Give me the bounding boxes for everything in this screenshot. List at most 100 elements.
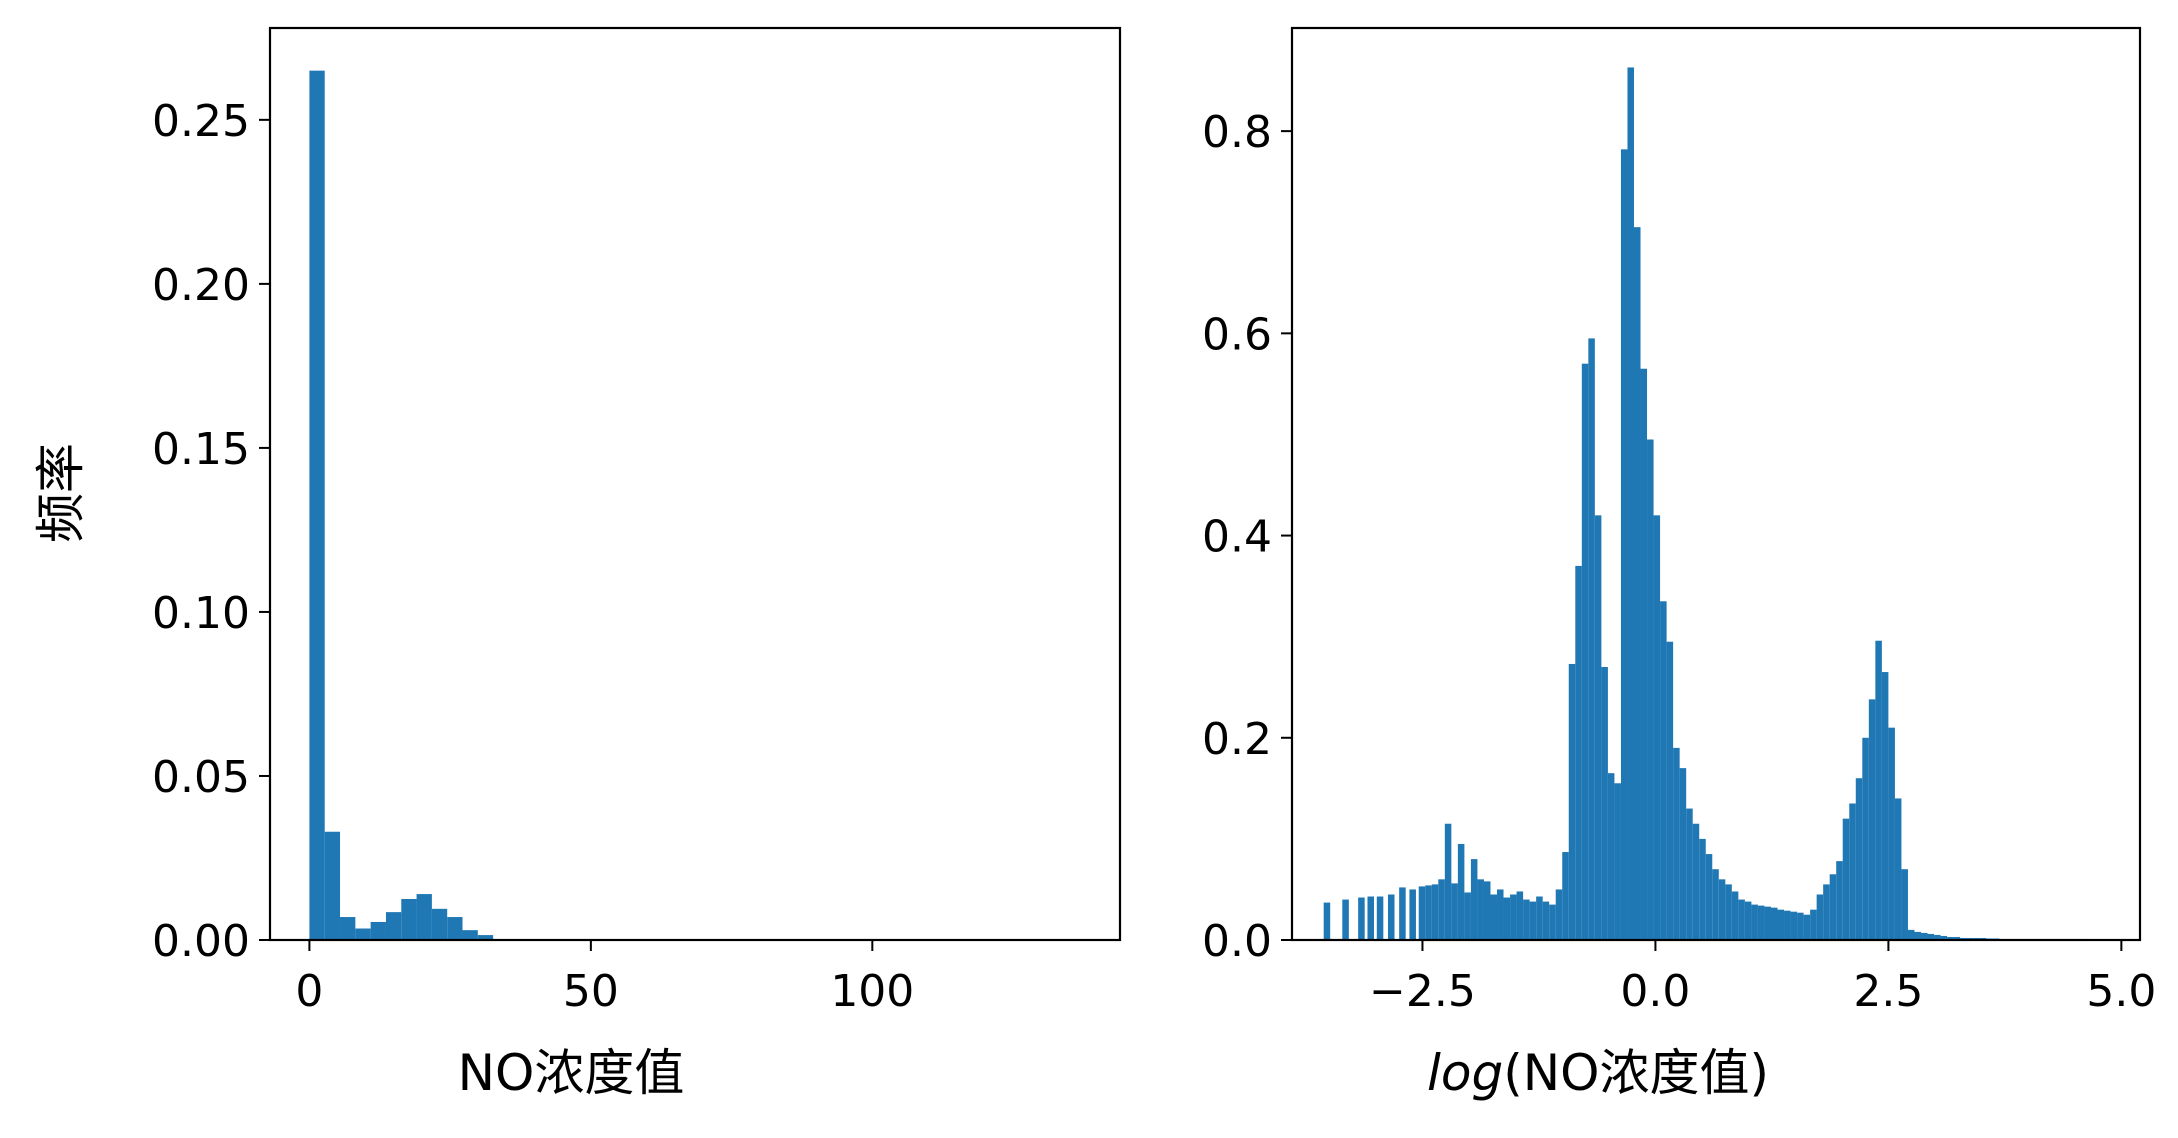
- histogram-bar: [1836, 861, 1843, 940]
- histogram-bar: [1875, 640, 1882, 940]
- y-tick-label: 0.00: [152, 916, 250, 967]
- histogram-bar: [1953, 936, 1961, 940]
- histogram-bar: [1947, 936, 1954, 940]
- y-tick-label: 0.20: [152, 260, 250, 311]
- histogram-bar: [1620, 149, 1628, 940]
- histogram-bar: [1934, 934, 1941, 940]
- histogram-bar: [1607, 773, 1615, 940]
- histogram-bar: [1849, 803, 1856, 940]
- histogram-bar: [1444, 823, 1452, 940]
- histogram-bar: [431, 908, 448, 940]
- histogram-bar: [1816, 894, 1824, 940]
- histogram-bar: [1927, 933, 1935, 940]
- histogram-bar: [1666, 641, 1674, 940]
- y-ticks-group: 0.0 0.2 0.4 0.6 0.8: [1202, 107, 1292, 967]
- x-tick-label: 0.0: [1620, 966, 1690, 1017]
- histogram-bar: [1881, 672, 1889, 940]
- histogram-bar: [1699, 838, 1706, 940]
- histogram-bar: [1358, 897, 1365, 940]
- histogram-bar: [1594, 515, 1602, 940]
- histogram-bar: [1477, 879, 1484, 940]
- histogram-bar: [1431, 884, 1439, 940]
- y-tick-label: 0.4: [1202, 512, 1272, 563]
- y-tick-label: 0.25: [152, 96, 250, 147]
- axes-frame: [1290, 26, 2142, 942]
- histogram-bar: [1790, 911, 1798, 940]
- bars-group: [1323, 67, 2085, 941]
- y-tick-label: 0.05: [152, 752, 250, 803]
- x-tick-label: 2.5: [1853, 966, 1923, 1017]
- x-ticks-group: −2.5 0.0 2.5 5.0: [1369, 940, 2156, 1017]
- histogram-bar: [1503, 897, 1511, 940]
- histogram-bar: [1679, 768, 1687, 940]
- histogram-bar: [1575, 565, 1582, 940]
- histogram-bar: [1921, 932, 1928, 940]
- y-tick-label: 0.15: [152, 424, 250, 475]
- histogram-bar: [1418, 886, 1426, 940]
- histogram-bar: [1770, 907, 1778, 940]
- histogram-bar: [1894, 798, 1902, 940]
- histogram-bar: [1497, 889, 1504, 940]
- histogram-bar: [1868, 699, 1876, 940]
- histogram-bar: [1757, 905, 1765, 940]
- histogram-bar: [370, 921, 386, 940]
- histogram-bar: [1536, 896, 1543, 940]
- x-tick-label: −2.5: [1369, 966, 1476, 1017]
- y-tick-label: 0.10: [152, 588, 250, 639]
- histogram-bar: [1627, 67, 1634, 941]
- histogram-bar: [1751, 904, 1758, 940]
- histogram-bar: [340, 917, 356, 940]
- axes-frame: [268, 26, 1122, 942]
- histogram-bar: [1692, 823, 1700, 940]
- no-concentration-histogram: 0 50 100 0.00 0.05 0.10 0.15 0.20 0.25 NO浓度值 频率: [32, 26, 1122, 1102]
- histogram-bar: [1464, 892, 1471, 940]
- histogram-bar: [1725, 884, 1732, 940]
- x-ticks-group: 0 50 100: [295, 940, 914, 1017]
- histogram-bar: [1342, 899, 1349, 940]
- histogram-bar: [1399, 887, 1406, 940]
- x-axis-label-log: log: [1427, 1044, 1503, 1102]
- histogram-bar: [1744, 901, 1752, 940]
- x-tick-label: 50: [563, 966, 619, 1017]
- histogram-bar: [416, 894, 432, 940]
- histogram-bar: [1438, 879, 1445, 940]
- histogram-bar: [1376, 896, 1384, 940]
- histogram-bar: [1367, 896, 1374, 940]
- histogram-bar: [1490, 894, 1498, 940]
- histogram-bar: [309, 70, 325, 940]
- histogram-bar: [1549, 904, 1556, 940]
- histogram-bar: [1718, 879, 1726, 940]
- histogram-bar: [1387, 894, 1395, 940]
- histogram-bar: [477, 935, 494, 940]
- histogram-bar: [1409, 889, 1416, 940]
- x-tick-label: 100: [830, 966, 914, 1017]
- histogram-bar: [1829, 874, 1837, 940]
- histogram-bar: [1562, 852, 1569, 940]
- histogram-bar: [1842, 818, 1850, 940]
- histogram-bar: [1888, 727, 1895, 940]
- histogram-bar: [1323, 902, 1331, 940]
- histogram-bar: [1640, 368, 1648, 940]
- histogram-bar: [324, 831, 341, 940]
- x-axis-label: NO浓度值: [458, 1044, 685, 1102]
- histogram-bar: [1529, 901, 1537, 940]
- histogram-bar: [1862, 737, 1869, 940]
- histogram-bar: [1483, 881, 1491, 940]
- histogram-bar: [1712, 869, 1719, 940]
- histogram-bar: [1810, 909, 1817, 940]
- histogram-bar: [447, 917, 463, 940]
- histogram-bar: [1555, 889, 1563, 940]
- histogram-bar: [1542, 901, 1550, 940]
- histogram-bar: [1588, 338, 1595, 940]
- histogram-bar: [1581, 363, 1589, 940]
- histogram-bar: [1614, 783, 1621, 940]
- histogram-bar: [1705, 854, 1713, 940]
- histogram-bar: [1686, 808, 1693, 940]
- y-tick-label: 0.2: [1202, 714, 1272, 765]
- histogram-bar: [1738, 899, 1745, 940]
- x-tick-label: 5.0: [2086, 966, 2156, 1017]
- x-tick-label: 0: [295, 966, 323, 1017]
- histogram-bar: [1568, 663, 1576, 940]
- histogram-bar: [1634, 227, 1641, 940]
